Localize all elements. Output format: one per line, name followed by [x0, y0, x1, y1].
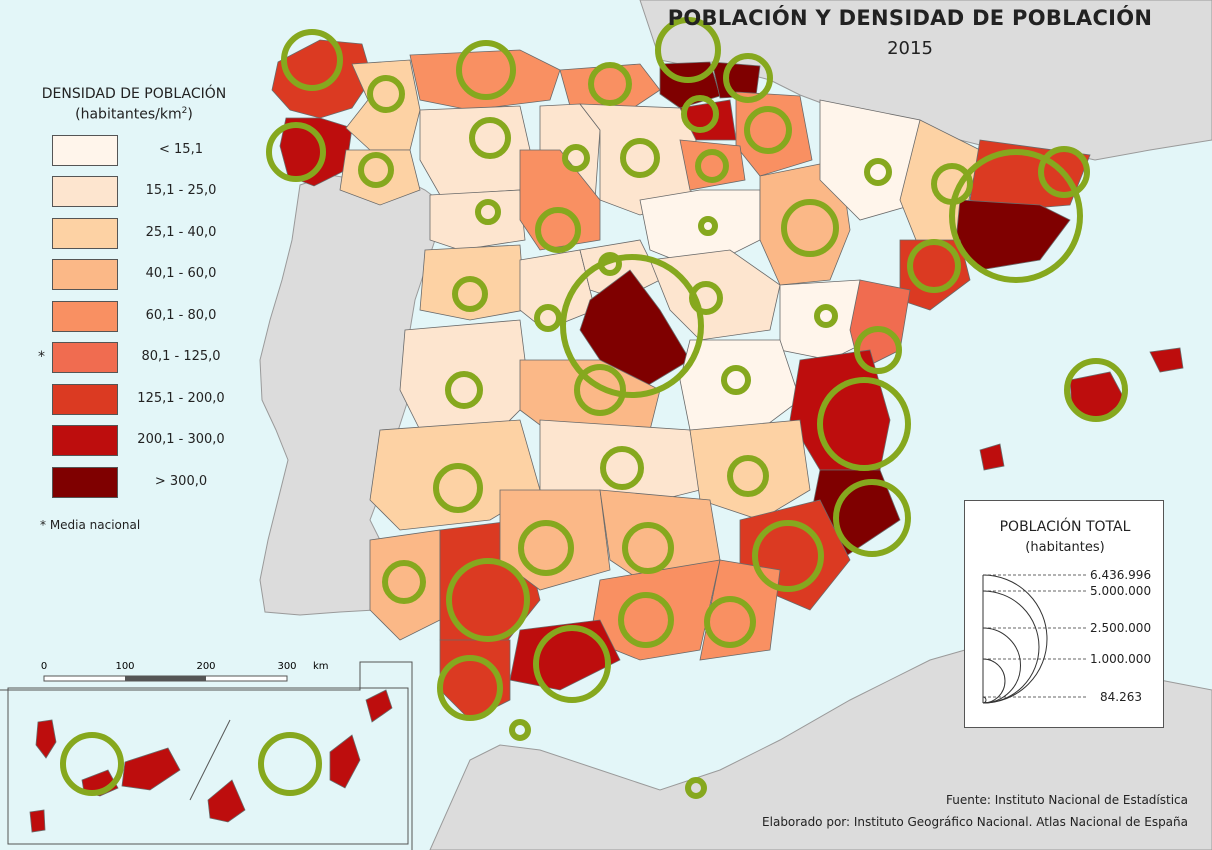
- province-castellon: [849, 279, 911, 371]
- legend-class-row: * 80,1 - 125,0: [14, 337, 254, 379]
- legend-range-label: 80,1 - 125,0: [141, 349, 221, 365]
- legend-range-label: 25,1 - 40,0: [145, 224, 217, 240]
- legend-swatch: [52, 217, 118, 249]
- legend-range-label: 40,1 - 60,0: [145, 266, 217, 282]
- legend-class-row: < 15,1: [14, 130, 254, 172]
- population-value-1: 6.436.996: [1090, 568, 1151, 582]
- map-title: POBLACIÓN Y DENSIDAD DE POBLACIÓN: [667, 6, 1153, 30]
- province-huelva: [369, 529, 441, 641]
- credit-note: Elaborado por: Instituto Geográfico Naci…: [762, 815, 1188, 829]
- density-legend-title: DENSIDAD DE POBLACIÓN: [41, 86, 227, 102]
- legend-swatch: [52, 134, 118, 166]
- province-cantabria: [559, 63, 661, 111]
- population-legend-unit: (habitantes): [1025, 540, 1105, 555]
- province-guadalajara: [649, 249, 781, 341]
- scale-bar: 0 100 200 300 km: [30, 658, 350, 692]
- legend-swatch: [52, 259, 118, 291]
- legend-range-label: 60,1 - 80,0: [145, 307, 217, 323]
- legend-class-row: 15,1 - 25,0: [14, 171, 254, 213]
- legend-swatch: [52, 300, 118, 332]
- province-teruel: [779, 279, 871, 361]
- population-value-5: 84.263: [1100, 690, 1142, 704]
- legend-swatch: [52, 425, 118, 457]
- inset-step-border: [0, 661, 413, 850]
- legend-swatch: [52, 383, 118, 415]
- legend-class-row: 40,1 - 60,0: [14, 254, 254, 296]
- province-baleares-ibiza: [979, 443, 1005, 471]
- province-pontevedra: [279, 117, 353, 187]
- legend-class-row: 200,1 - 300,0: [14, 420, 254, 462]
- legend-class-row: 125,1 - 200,0: [14, 379, 254, 421]
- legend-range-label: > 300,0: [154, 473, 208, 489]
- national-average-note: * Media nacional: [40, 518, 141, 532]
- province-la-rioja: [679, 139, 746, 191]
- density-legend-unit: (habitantes/km2): [75, 106, 193, 123]
- density-legend: DENSIDAD DE POBLACIÓN (habitantes/km2) <…: [14, 86, 254, 503]
- population-value-3: 2.500.000: [1090, 621, 1151, 635]
- proportional-circles: [60, 17, 1128, 799]
- population-value-2: 5.000.000: [1090, 584, 1151, 598]
- legend-range-label: < 15,1: [159, 141, 203, 157]
- scale-tick-300: 300: [277, 661, 296, 672]
- province-albacete: [689, 419, 811, 521]
- province-baleares-menorca: [1149, 347, 1184, 373]
- legend-swatch: [52, 176, 118, 208]
- scale-tick-100: 100: [115, 661, 134, 672]
- province-zamora: [429, 189, 526, 251]
- scale-unit: km: [313, 661, 329, 672]
- legend-class-row: > 300,0: [14, 462, 254, 504]
- legend-class-row: 60,1 - 80,0: [14, 296, 254, 338]
- legend-class-row: 25,1 - 40,0: [14, 213, 254, 255]
- province-madrid: [579, 269, 691, 391]
- scale-tick-200: 200: [196, 661, 215, 672]
- national-average-marker: *: [38, 349, 45, 366]
- legend-swatch: [52, 466, 118, 498]
- population-value-4: 1.000.000: [1090, 652, 1151, 666]
- legend-swatch: [52, 342, 118, 374]
- province-salamanca: [419, 244, 526, 321]
- legend-range-label: 200,1 - 300,0: [137, 432, 225, 448]
- legend-range-label: 125,1 - 200,0: [137, 390, 225, 406]
- legend-range-label: 15,1 - 25,0: [145, 183, 217, 199]
- source-note: Fuente: Instituto Nacional de Estadístic…: [945, 793, 1188, 807]
- map-year: 2015: [887, 38, 933, 59]
- scale-tick-0: 0: [41, 661, 47, 672]
- population-legend-title: POBLACIÓN TOTAL: [999, 519, 1131, 535]
- province-badajoz: [369, 419, 541, 531]
- province-asturias: [409, 49, 561, 111]
- canarias-islands: [29, 689, 393, 833]
- population-legend: POBLACIÓN TOTAL (habitantes) 6.436.996 5…: [964, 500, 1164, 728]
